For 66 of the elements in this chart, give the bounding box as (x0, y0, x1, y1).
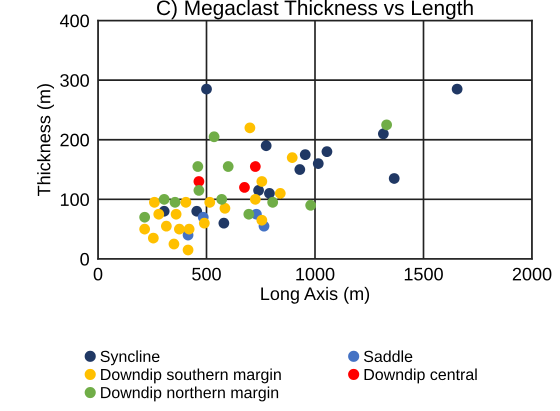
point (322, 146, 332, 158)
x-tick-label: 1000 (296, 268, 334, 281)
y-tick-label: 0 (80, 252, 89, 266)
x-tick-label: 0 (94, 268, 102, 281)
point (220, 202, 230, 214)
point (139, 212, 150, 223)
x-tick-label: 1500 (404, 268, 443, 281)
legend-label: Saddle (364, 350, 412, 362)
point (170, 208, 182, 220)
point (201, 84, 212, 94)
legend-label: Downdip central (364, 368, 477, 384)
point (160, 220, 172, 232)
point (184, 224, 195, 235)
point (250, 194, 261, 205)
point (218, 218, 230, 229)
point (208, 131, 220, 142)
y-tick-label: 300 (60, 74, 89, 87)
chart-title: C) Megaclast Thickness vs Length (157, 0, 473, 20)
y-tick-label: 100 (60, 193, 89, 206)
point (256, 214, 268, 226)
point (139, 224, 150, 235)
point (381, 119, 392, 130)
legend-label: Downdip northern margin (101, 386, 278, 402)
point (243, 208, 254, 220)
point (216, 194, 228, 205)
point (286, 152, 298, 163)
point (305, 200, 316, 211)
y-tick-label: 400 (60, 14, 89, 28)
point (378, 128, 389, 140)
y-axis-title: Thickness (m) (37, 84, 54, 196)
legend-label: Syncline (100, 350, 160, 366)
point (180, 196, 192, 208)
legend-label: Downdip southern margin (101, 368, 281, 384)
point (148, 232, 159, 244)
point (149, 196, 160, 208)
point (168, 238, 180, 250)
point (267, 196, 278, 208)
x-axis-title: Long Axis (m) (261, 286, 370, 304)
point (182, 244, 194, 256)
x-tick-label: 2000 (512, 268, 552, 281)
point (194, 185, 204, 196)
point (312, 158, 324, 169)
point (192, 161, 204, 172)
point (294, 164, 306, 175)
point (300, 149, 311, 160)
point (158, 194, 170, 205)
x-tick-label: 500 (192, 268, 221, 281)
point (239, 182, 250, 193)
point (204, 196, 216, 208)
point (198, 218, 210, 229)
point (274, 188, 286, 199)
point (264, 188, 275, 199)
point (194, 176, 204, 187)
point (222, 161, 234, 172)
point (244, 122, 256, 134)
point (174, 224, 185, 235)
point (170, 196, 180, 208)
point (256, 176, 268, 187)
point (388, 173, 400, 184)
point (253, 185, 264, 196)
point (250, 161, 261, 172)
y-tick-label: 200 (60, 134, 89, 146)
point (260, 140, 272, 152)
point (452, 84, 463, 94)
point (153, 208, 164, 220)
point (191, 206, 202, 217)
